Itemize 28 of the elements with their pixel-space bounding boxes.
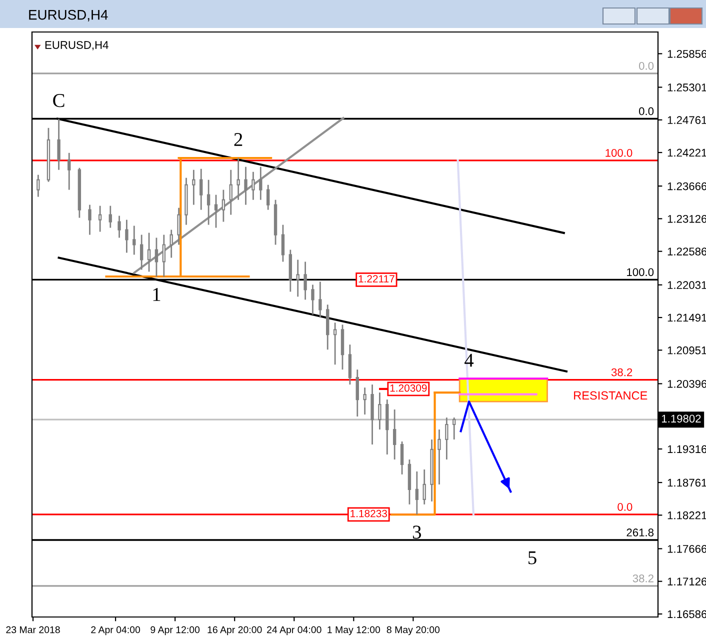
annotation: 0.0 [639,107,654,116]
x-tick-label: 1 May 12:00 [328,626,380,636]
annotation: 0.0 [639,62,654,70]
x-tick-label: 9 Apr 12:00 [150,626,200,636]
annotation: 2 [234,133,242,146]
chart-title: EURUSD,H4 [29,10,108,22]
annotation: 38.2 [611,368,632,376]
annotation: 100.0 [627,268,654,276]
x-tick-label: 8 May 20:00 [386,626,440,636]
x-tick-label: 2 Apr 04:00 [91,626,140,636]
ref-line-label: 1.19802 [662,414,701,423]
annotation: RESISTANCE [574,391,648,400]
annotation: 100.0 [606,148,632,157]
annotation: 1.20309 [390,384,427,392]
annotation: 3 [412,526,422,539]
annotation: C [53,94,64,108]
annotation: 261.8 [626,528,654,536]
annotation: 1.22117 [358,275,394,282]
x-tick-label: 16 Apr 20:00 [208,626,262,636]
annotation: 5 [528,551,536,564]
text: EURUSD,H4 [45,41,108,50]
annotation: 1 [153,288,160,301]
annotation: 4 [464,354,474,367]
x-tick-label: 24 Apr 04:00 [267,626,322,636]
annotation: 38.2 [632,574,654,582]
annotation: 0.0 [618,502,632,511]
annotation: 1.18233 [350,510,387,518]
x-tick-label: 23 Mar 2018 [6,626,60,634]
